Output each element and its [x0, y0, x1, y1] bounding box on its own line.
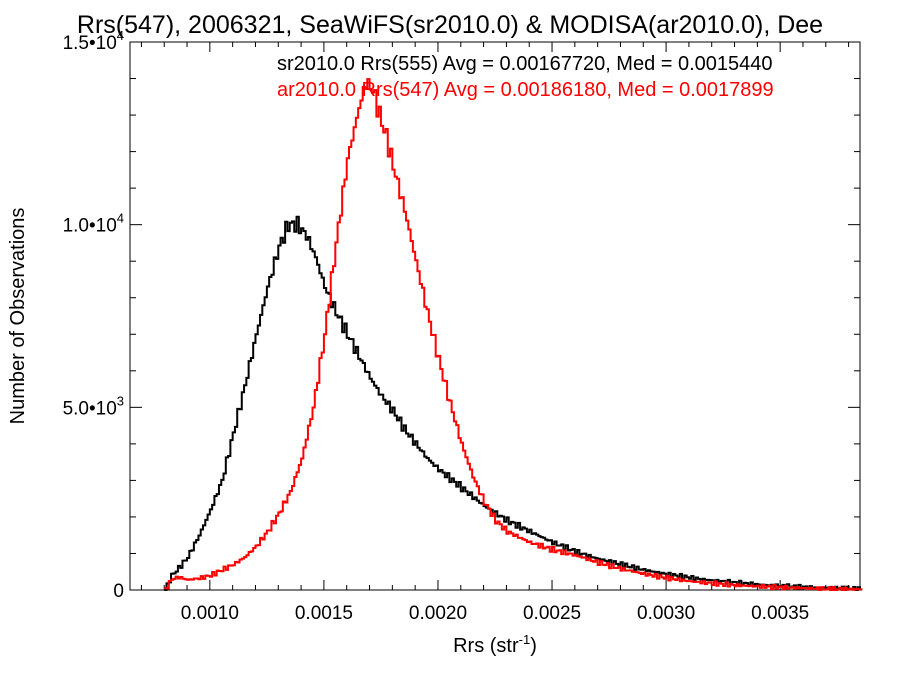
y-tick-label: 1.5•104: [63, 28, 124, 54]
y-tick-mantissa: 1.5•10: [63, 33, 117, 54]
x-axis-label-superscript: -1: [519, 632, 531, 647]
axis-ticks: [130, 41, 860, 591]
black-series-stats: sr2010.0 Rrs(555) Avg = 0.00167720, Med …: [277, 53, 773, 75]
series-group: [164, 78, 863, 591]
x-tick-label: 0.0020: [409, 603, 467, 624]
black-series-line: [164, 215, 863, 591]
axis-tick-labels: 0.0010 0.0015 0.0020 0.0025 0.0030 0.0035 0 5.0…: [63, 28, 810, 624]
red-series-line: [164, 78, 863, 591]
y-tick-label: 5.0•103: [63, 393, 124, 419]
x-tick-label: 0.0025: [523, 603, 581, 624]
y-tick-label: 1.0•104: [63, 211, 124, 237]
y-tick-label: 0: [113, 581, 124, 602]
x-axis-label: Rrs (str-1): [453, 632, 537, 657]
y-tick-mantissa: 1.0•10: [63, 216, 117, 237]
x-tick-label: 0.0010: [181, 603, 239, 624]
x-tick-label: 0.0030: [637, 603, 695, 624]
y-tick-exponent: 3: [117, 393, 124, 408]
y-tick-mantissa: 5.0•10: [63, 398, 117, 419]
x-tick-label: 0.0015: [295, 603, 353, 624]
y-tick-exponent: 4: [117, 28, 124, 43]
y-tick-exponent: 4: [117, 211, 124, 226]
y-axis-label: Number of Observations: [7, 208, 29, 425]
chart-title: Rrs(547), 2006321, SeaWiFS(sr2010.0) & M…: [77, 11, 823, 39]
x-tick-label: 0.0035: [751, 603, 809, 624]
plot-frame: [129, 41, 861, 591]
y-tick-mantissa: 0: [113, 581, 124, 602]
x-axis-label-close: ): [530, 635, 537, 657]
red-series-stats: ar2010.0 Rrs(547) Avg = 0.00186180, Med …: [277, 79, 774, 101]
x-axis-label-main: Rrs (str: [453, 635, 519, 657]
